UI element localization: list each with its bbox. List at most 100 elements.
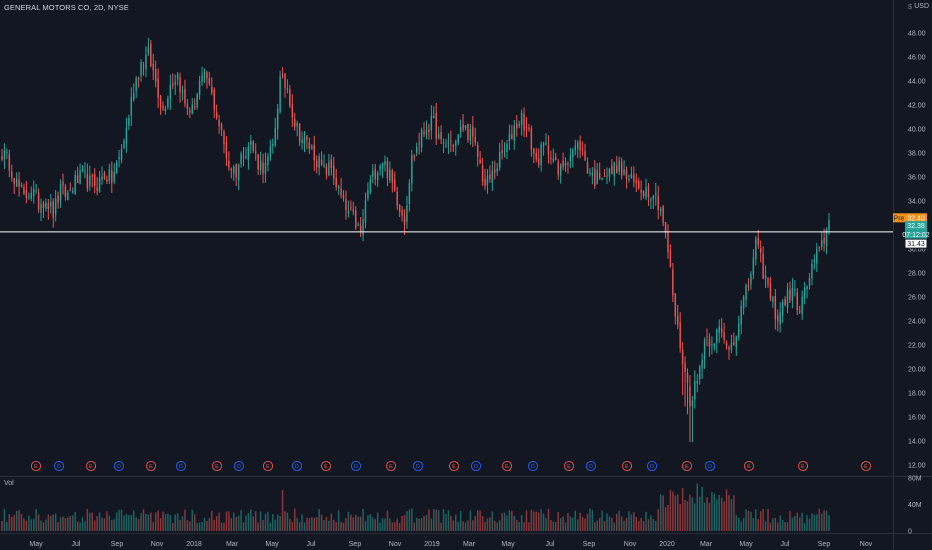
candle-body	[91, 175, 93, 177]
price-tick-label: 16.00	[908, 415, 926, 422]
earnings-event-icon[interactable]: E	[320, 460, 332, 472]
earnings-event-icon[interactable]: E	[860, 460, 872, 472]
dividend-event-icon[interactable]: D	[233, 460, 245, 472]
volume-bar	[106, 511, 108, 531]
volume-bar	[411, 508, 413, 531]
dividend-event-icon[interactable]: D	[113, 460, 125, 472]
earnings-event-icon[interactable]: E	[30, 460, 42, 472]
symbol-title[interactable]: GENERAL MOTORS CO, 2D, NYSE	[4, 3, 129, 12]
candle-body	[50, 202, 52, 207]
volume-bar	[335, 522, 337, 531]
candle-body	[659, 208, 662, 211]
dividend-event-icon[interactable]: D	[412, 460, 424, 472]
candle-body	[318, 156, 320, 169]
volume-bar	[616, 513, 618, 531]
candle-body	[130, 97, 133, 116]
price-badge-text: 32.38	[907, 223, 925, 230]
earnings-event-icon[interactable]: E	[145, 460, 157, 472]
volume-bar	[247, 513, 250, 531]
dividend-event-icon[interactable]: D	[350, 460, 362, 472]
volume-bar	[267, 511, 269, 531]
event-circle	[527, 460, 539, 472]
earnings-event-icon[interactable]: E	[797, 460, 809, 472]
candle-body	[747, 285, 750, 287]
volume-bar	[159, 518, 162, 531]
volume-bar	[320, 514, 323, 531]
price-tick-label: 24.00	[908, 319, 926, 326]
volume-bar	[176, 513, 179, 531]
volume-bar	[572, 517, 574, 531]
candle-body	[694, 381, 696, 400]
candle-body	[469, 128, 472, 141]
candle-body	[215, 112, 218, 119]
candle-body	[772, 297, 774, 302]
price-tick-label: 48.00	[908, 31, 926, 38]
event-letter: D	[117, 464, 121, 470]
volume-bar	[157, 510, 159, 531]
earnings-event-icon[interactable]: E	[385, 460, 397, 472]
candle-body	[511, 134, 513, 139]
earnings-event-icon[interactable]: E	[262, 460, 274, 472]
volume-bar	[250, 509, 252, 531]
dividend-event-icon[interactable]: D	[175, 460, 187, 472]
candle-body	[291, 104, 294, 118]
dividend-event-icon[interactable]: D	[704, 460, 716, 472]
dividend-event-icon[interactable]: D	[646, 460, 658, 472]
candle-body	[550, 157, 552, 159]
earnings-event-icon[interactable]: E	[85, 460, 97, 472]
dividend-event-icon[interactable]: D	[53, 460, 65, 472]
volume-bar	[823, 510, 825, 531]
volume-bar	[89, 512, 91, 531]
volume-bar	[635, 516, 638, 531]
volume-bar	[415, 517, 418, 531]
volume-bar	[784, 522, 786, 531]
earnings-event-icon[interactable]: E	[501, 460, 513, 472]
volume-bar	[423, 515, 425, 531]
volume-bar	[206, 521, 208, 531]
volume-bar	[211, 510, 213, 531]
volume-bar	[533, 511, 535, 531]
earnings-event-icon[interactable]: E	[211, 460, 223, 472]
candle-body	[45, 202, 47, 209]
volume-bar	[601, 510, 603, 531]
candle-body	[552, 158, 555, 161]
volume-bar	[774, 518, 777, 531]
price-badge-bg	[904, 238, 928, 249]
candle-body	[794, 289, 796, 291]
candle-body	[650, 198, 652, 201]
volume-bar	[530, 509, 533, 531]
earnings-event-icon[interactable]: E	[681, 460, 693, 472]
volume-bar	[352, 517, 355, 531]
volume-bar	[589, 508, 591, 531]
volume-bar	[672, 491, 674, 531]
volume-bar	[545, 518, 547, 531]
volume-bar	[430, 518, 433, 531]
dividend-event-icon[interactable]: D	[527, 460, 539, 472]
dividend-event-icon[interactable]: D	[470, 460, 482, 472]
candle-body	[594, 168, 596, 187]
volume-bar	[193, 514, 196, 531]
candle-body	[320, 159, 323, 165]
event-letter: E	[266, 464, 270, 470]
volume-bar	[391, 522, 394, 531]
candle-body	[18, 179, 20, 187]
volume-bar	[113, 518, 115, 531]
candle-body	[308, 142, 311, 149]
volume-bar	[150, 512, 152, 531]
price-badge-text: 32.40	[907, 215, 925, 222]
earnings-event-icon[interactable]: E	[448, 460, 460, 472]
volume-bar	[674, 495, 677, 531]
dividend-event-icon[interactable]: D	[585, 460, 597, 472]
candle-body	[13, 178, 15, 184]
earnings-event-icon[interactable]: E	[743, 460, 755, 472]
candle-body	[230, 168, 233, 171]
candle-body	[62, 181, 64, 186]
dividend-event-icon[interactable]: D	[291, 460, 303, 472]
earnings-event-icon[interactable]: E	[621, 460, 633, 472]
earnings-event-icon[interactable]: E	[563, 460, 575, 472]
event-circle	[470, 460, 482, 472]
volume-bar	[796, 512, 799, 531]
candle-body	[528, 127, 530, 129]
volume-bar	[408, 509, 411, 531]
